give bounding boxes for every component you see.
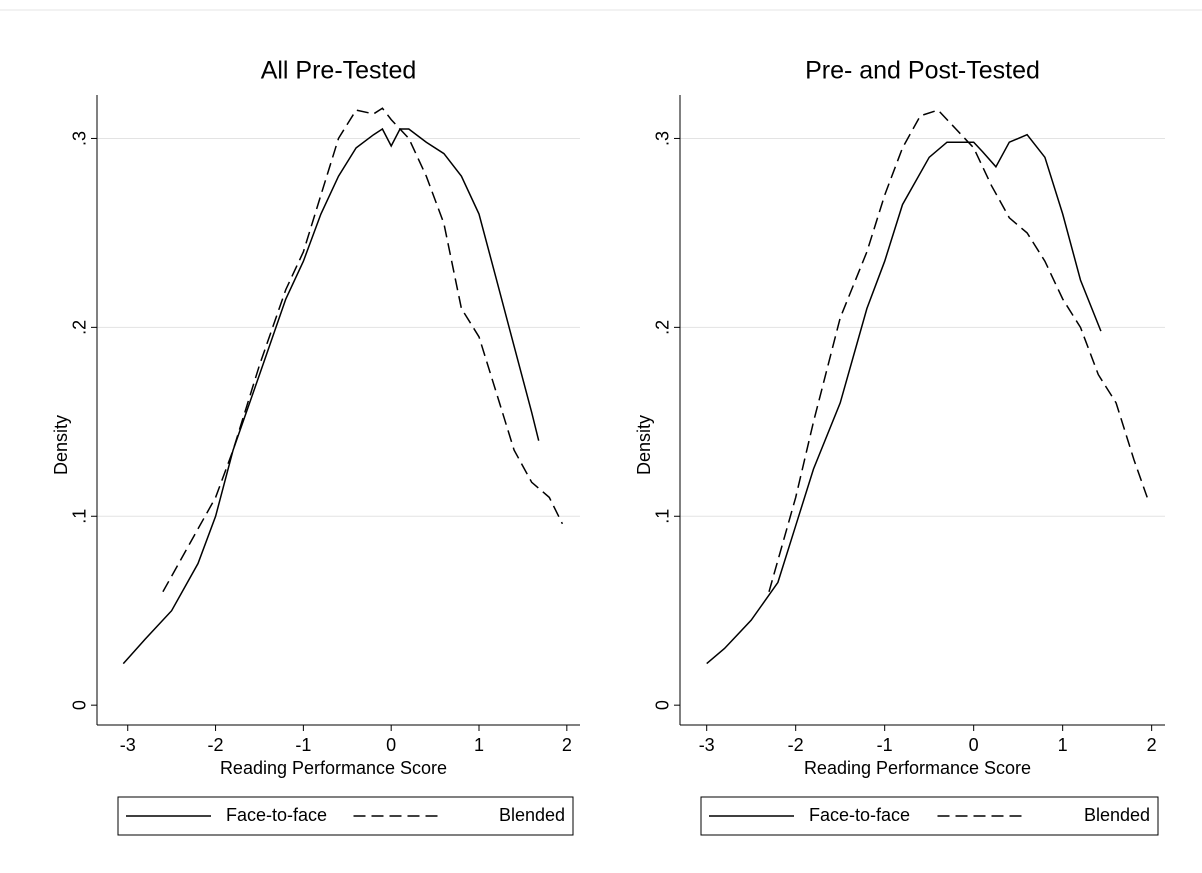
x-tick-label: -1 bbox=[877, 735, 893, 755]
legend-label: Face-to-face bbox=[226, 805, 327, 825]
density-line bbox=[122, 127, 540, 665]
legend-label: Blended bbox=[1084, 805, 1150, 825]
x-tick-label: -2 bbox=[788, 735, 804, 755]
density-line bbox=[706, 133, 1102, 665]
y-axis-label: Density bbox=[51, 415, 71, 475]
x-tick-label: -3 bbox=[699, 735, 715, 755]
y-tick-label: .2 bbox=[70, 320, 90, 335]
y-tick-label: .3 bbox=[653, 131, 673, 146]
density-line bbox=[768, 109, 1148, 593]
x-tick-label: 2 bbox=[1147, 735, 1157, 755]
legend-label: Blended bbox=[499, 805, 565, 825]
x-tick-label: -2 bbox=[208, 735, 224, 755]
x-axis-label: Reading Performance Score bbox=[804, 758, 1031, 778]
x-tick-label: 0 bbox=[969, 735, 979, 755]
x-tick-label: 1 bbox=[474, 735, 484, 755]
x-tick-label: -1 bbox=[295, 735, 311, 755]
x-tick-label: 0 bbox=[386, 735, 396, 755]
y-tick-label: .1 bbox=[653, 509, 673, 524]
x-tick-label: 1 bbox=[1058, 735, 1068, 755]
x-tick-label: 2 bbox=[562, 735, 572, 755]
y-axis-label: Density bbox=[634, 415, 654, 475]
chart-title: All Pre-Tested bbox=[261, 57, 417, 85]
x-axis-label: Reading Performance Score bbox=[220, 758, 447, 778]
y-tick-label: 0 bbox=[70, 700, 90, 710]
y-tick-label: .1 bbox=[70, 509, 90, 524]
legend-label: Face-to-face bbox=[809, 805, 910, 825]
y-tick-label: 0 bbox=[653, 700, 673, 710]
y-tick-label: .2 bbox=[653, 320, 673, 335]
y-tick-label: .3 bbox=[70, 131, 90, 146]
chart-title: Pre- and Post-Tested bbox=[805, 57, 1040, 85]
x-tick-label: -3 bbox=[120, 735, 136, 755]
density-line bbox=[162, 107, 564, 593]
